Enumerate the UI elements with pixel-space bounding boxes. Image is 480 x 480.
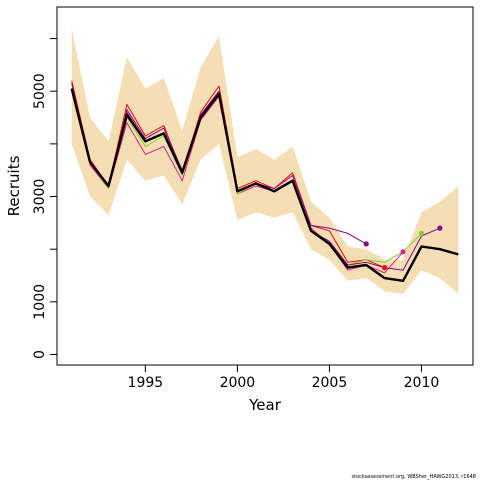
x-tick-label-2010: 2010 <box>404 375 440 391</box>
endpoint-markers-layer <box>363 225 443 271</box>
series-endpoint-4 <box>418 230 425 236</box>
source-credit: stockassessment.org, WBSher_HAWG2013, r1… <box>351 474 476 480</box>
series-layer <box>70 80 459 282</box>
x-axis: 1995 2000 2005 2010 <box>128 365 440 391</box>
x-tick-label-1995: 1995 <box>128 375 164 391</box>
series-endpoint-5 <box>437 225 443 231</box>
x-tick-label-2005: 2005 <box>312 375 348 391</box>
series-endpoint-2 <box>382 265 388 271</box>
x-tick-label-2000: 2000 <box>220 375 256 391</box>
y-tick-label-5000: 5000 <box>32 73 48 109</box>
series-endpoint-3 <box>363 241 369 247</box>
confidence-band <box>71 28 459 294</box>
y-tick-label-3000: 3000 <box>32 179 48 215</box>
series-endpoint-1 <box>400 249 406 255</box>
plot-frame <box>56 6 474 366</box>
confidence-band-layer <box>71 28 459 294</box>
y-tick-label-1000: 1000 <box>32 284 48 320</box>
y-tick-label-0: 0 <box>32 350 48 359</box>
series-line-0 <box>70 88 459 282</box>
x-axis-label: Year <box>248 396 282 414</box>
y-axis: 0 1000 3000 5000 <box>32 38 57 359</box>
y-axis-label: Recruits <box>5 155 23 216</box>
